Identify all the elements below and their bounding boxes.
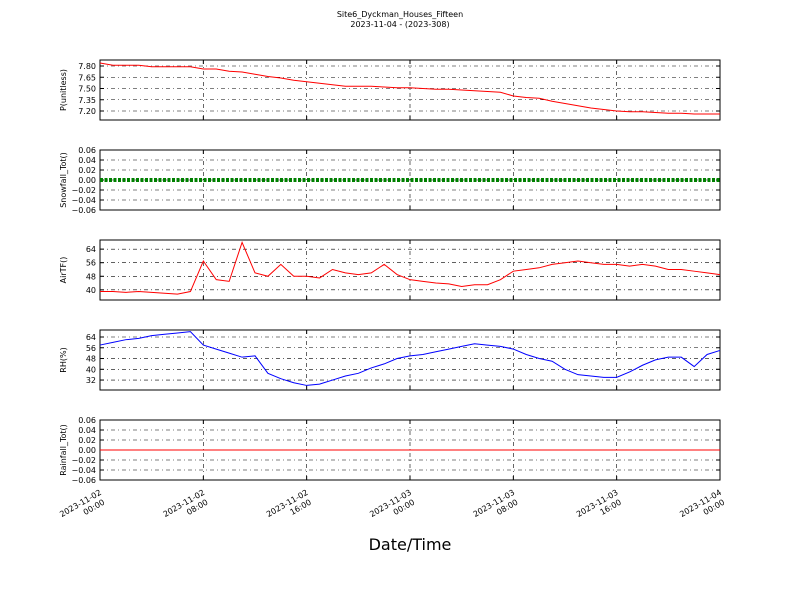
y-axis-label: Snowfall_Tot(): [59, 152, 68, 208]
data-line: [100, 240, 721, 295]
y-tick-label: 64: [86, 333, 96, 342]
y-axis-label: AirTF(): [59, 257, 68, 284]
y-tick-label: 0.00: [78, 176, 96, 185]
y-tick-label: 32: [86, 376, 96, 385]
y-axis-label: P(unitless): [59, 69, 68, 111]
plot-frame: [99, 329, 721, 391]
figure-subtitle: 2023-11-04 - (2023-308): [350, 20, 449, 29]
y-tick-label: 40: [86, 365, 96, 374]
y-tick-label: 7.20: [78, 107, 96, 116]
figure-title: Site6_Dyckman_Houses_Fifteen: [337, 10, 463, 19]
subplot: −0.06−0.04−0.020.000.020.040.06 Snowfall_…: [59, 146, 721, 215]
y-tick-label: 0.02: [78, 436, 96, 445]
y-tick-label: 56: [86, 344, 96, 353]
y-tick-label: 7.65: [78, 73, 96, 82]
data-line: [99, 331, 721, 386]
y-tick-label: −0.04: [71, 196, 96, 205]
y-tick-label: 40: [86, 286, 96, 295]
y-tick-label: 56: [86, 259, 96, 268]
y-axis-label: Rainfall_Tot(): [59, 424, 68, 476]
y-tick-label: −0.06: [71, 206, 96, 215]
y-tick-label: 0.02: [78, 166, 96, 175]
y-tick-label: −0.04: [71, 466, 96, 475]
y-tick-label: 48: [86, 355, 96, 364]
subplot: 7.20 7.35 7.50 7.65 7.80 P(unitless): [59, 59, 721, 121]
y-tick-label: 7.80: [78, 62, 96, 71]
y-tick-label: 0.00: [78, 446, 96, 455]
y-tick-label: −0.02: [71, 456, 96, 465]
y-tick-label: 64: [86, 245, 96, 254]
plot-frame: [99, 239, 721, 301]
y-tick-label: 7.35: [78, 96, 96, 105]
y-tick-label: 48: [86, 272, 96, 281]
y-tick-label: 0.04: [78, 426, 96, 435]
y-tick-label: 0.06: [78, 416, 96, 425]
y-axis-label: RH(%): [59, 347, 68, 372]
data-line: [99, 62, 720, 115]
y-tick-label: 0.06: [78, 146, 96, 155]
plot-frame: [99, 59, 721, 121]
x-axis-label: Date/Time: [369, 535, 452, 554]
subplot: 40 48 56 64 AirTF(): [59, 239, 721, 301]
y-tick-label: −0.02: [71, 186, 96, 195]
y-tick-label: −0.06: [71, 476, 96, 485]
y-tick-label: 7.50: [78, 85, 96, 94]
y-tick-label: 0.04: [78, 156, 96, 165]
